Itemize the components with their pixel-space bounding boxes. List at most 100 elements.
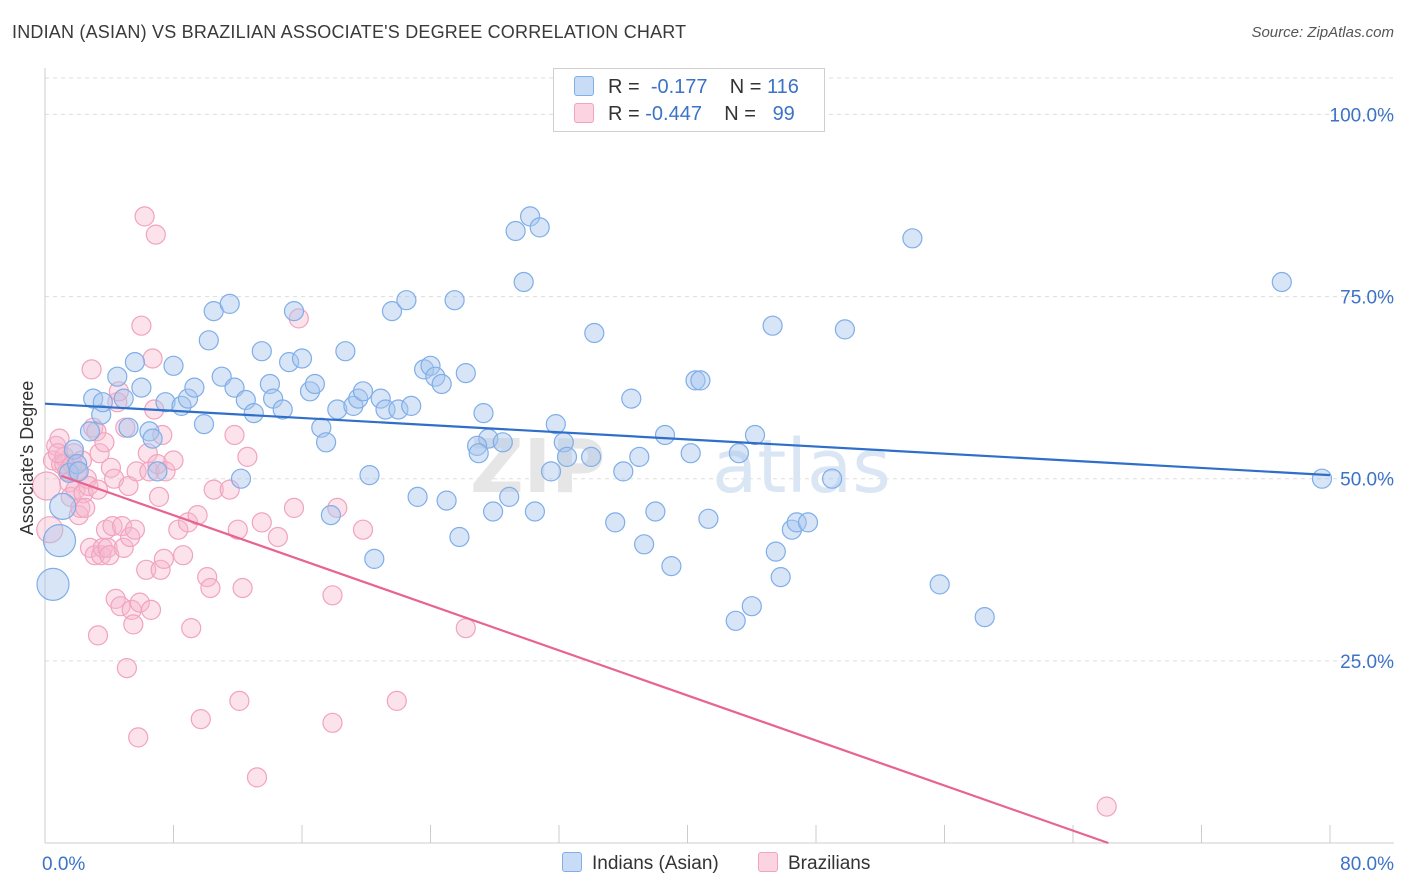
brazilian-point [322,712,343,733]
watermark-atlas: atlas [712,424,891,510]
indian-point [431,373,452,395]
indian-point [36,567,70,602]
brazilian-point [136,559,157,580]
brazilian-point [153,548,174,570]
indian-point [1311,468,1333,489]
indian-point [118,417,139,438]
brazilian-point [128,727,149,748]
legend-n-label: N = [729,76,762,98]
brazilian-point [155,461,176,482]
indian-point [492,432,513,453]
indian-point [698,508,719,529]
brazilian-point [139,461,160,482]
indian-point [163,355,184,376]
indian-point [211,366,232,387]
y-tick-label: 100.0% [1330,105,1395,126]
brazilian-point [190,708,211,730]
chart-title: INDIAN (ASIAN) VS BRAZILIAN ASSOCIATE'S … [12,22,687,42]
brazilian-point [147,454,168,475]
indian-point [621,388,642,409]
indian-point [797,512,819,533]
y-tick-label: 75.0% [1340,288,1394,309]
legend-row-indians: R = -0.177 N = 116 [574,76,799,99]
brazilian-point [113,537,134,559]
indian-point [449,526,470,548]
indian-point [580,446,602,467]
brazilian-point [227,519,248,540]
grid-lines [45,77,1394,662]
indian-point [49,492,77,520]
legend-r-value: -0.177 [650,76,708,98]
indian-point [545,414,566,435]
indian-point [902,228,923,249]
indian-point [690,370,711,391]
series-label-indians: Indians (Asian) [592,853,719,874]
brazilian-point [131,315,152,336]
brazilian-point [47,443,69,464]
indian-point [765,541,786,562]
brazilian-point [150,559,171,580]
brazilian-point [322,585,343,606]
series-legend-indians[interactable]: Indians (Asian) [562,852,719,875]
indian-point [645,501,666,522]
indian-point [177,388,199,409]
indian-point [929,574,950,595]
indian-point [113,388,134,409]
brazilians-points [31,206,1117,817]
brazilian-point [111,515,133,537]
indian-point [92,392,113,413]
legend-n-value: 99 [772,103,795,125]
brazilian-point [224,424,245,446]
brazilian-point [173,545,194,566]
brazilian-point [124,519,145,540]
brazilian-point [267,526,288,548]
indian-point [654,424,676,446]
indian-point [142,428,163,449]
brazilian-point [95,519,117,540]
brazilian-point [145,224,166,245]
indian-point [66,454,88,475]
brazilian-point [352,519,374,540]
indian-point [556,446,578,467]
brazilian-point [129,592,150,613]
indian-point [124,352,145,373]
brazilian-point [86,421,107,442]
indian-point [381,301,403,322]
brazilian-point [81,359,102,380]
legend-r-label: R = [608,76,640,98]
indian-point [279,352,300,373]
brazilian-point [140,599,162,621]
indian-point [243,403,264,424]
indian-point [629,446,650,467]
indian-point [473,403,494,424]
brazilian-point [94,432,115,453]
series-legend-brazilians[interactable]: Brazilians [758,852,870,875]
indian-point [685,370,706,391]
legend-swatch-indians [574,76,594,96]
indian-point [359,465,380,486]
legend-swatch-brazilians [574,103,594,123]
series-label-brazilians: Brazilians [788,853,871,874]
indian-point [230,468,252,489]
brazilian-point [110,596,131,617]
brazilian-point [232,577,253,599]
brazilian-point [237,446,258,467]
brazilian-point [142,348,163,369]
indian-point [251,341,272,362]
indian-point [680,443,701,464]
brazilian-point [89,443,110,464]
brazilian-point [181,617,202,639]
legend-r-label: R = [608,103,640,125]
legend-n-value: 116 [767,76,799,98]
indian-point [414,359,435,380]
indian-point [155,392,176,413]
indian-point [436,490,457,511]
indian-point [444,290,465,311]
x-tick-label-left: 0.0% [42,854,85,875]
brazilian-point [75,497,96,518]
indians-points [36,206,1333,631]
series-swatch-indians [562,852,582,872]
indian-point [633,534,655,555]
brazilian-point [251,512,272,533]
indian-point [320,504,341,526]
